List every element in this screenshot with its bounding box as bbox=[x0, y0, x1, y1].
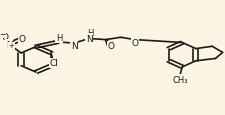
Text: N: N bbox=[71, 42, 77, 51]
Text: −: − bbox=[0, 29, 5, 38]
Text: O: O bbox=[2, 33, 9, 42]
Text: O: O bbox=[131, 39, 138, 48]
Text: H: H bbox=[56, 34, 62, 43]
Text: CH₃: CH₃ bbox=[172, 75, 187, 84]
Text: O: O bbox=[107, 42, 114, 51]
Text: +: + bbox=[8, 43, 14, 49]
Text: Cl: Cl bbox=[49, 59, 58, 68]
Text: H: H bbox=[87, 29, 93, 38]
Text: O: O bbox=[19, 35, 26, 44]
Text: N: N bbox=[85, 35, 92, 44]
Text: N: N bbox=[6, 40, 12, 49]
